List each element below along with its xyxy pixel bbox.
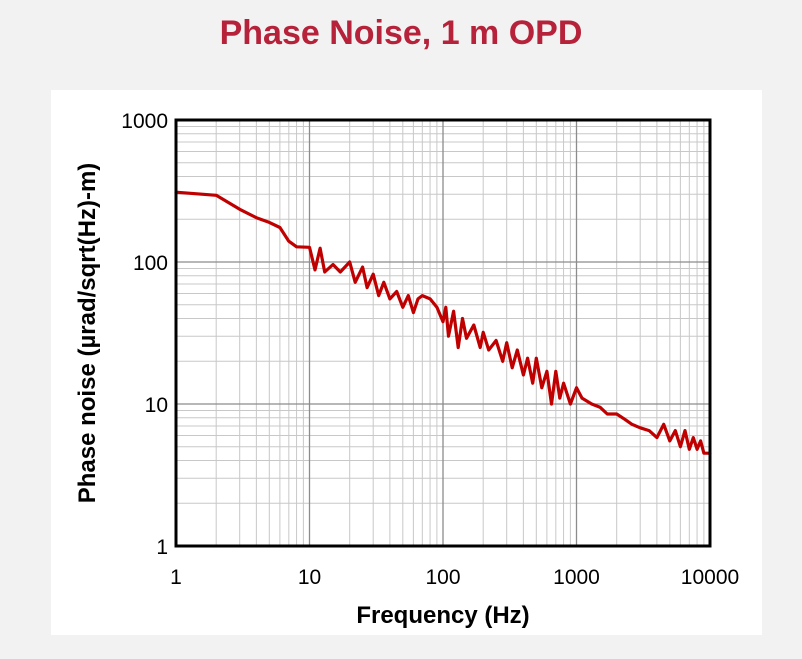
- series-line: [174, 190, 712, 455]
- x-tick-label: 10000: [681, 566, 739, 589]
- grid-lines: [175, 119, 711, 547]
- series-group: [174, 190, 712, 455]
- x-tick-label: 1: [170, 566, 182, 589]
- chart-title: Phase Noise, 1 m OPD: [219, 14, 583, 52]
- y-tick-label: 100: [133, 252, 168, 275]
- plot-frame: [174, 118, 712, 548]
- y-axis-label: Phase noise (µrad/sqrt(Hz)-m): [74, 163, 101, 504]
- phase-noise-chart: 1 10 100 1000 10000 1 10 100 1000 Frequency (Hz…: [74, 110, 739, 629]
- x-tick-label: 1000: [553, 566, 600, 589]
- y-tick-label: 1: [156, 536, 168, 559]
- y-tick-label: 1000: [121, 110, 168, 133]
- x-tick-label: 100: [425, 566, 460, 589]
- chart-card: 1 10 100 1000 10000 1 10 100 1000 Frequency (Hz…: [51, 90, 762, 635]
- x-axis-label: Frequency (Hz): [356, 602, 529, 629]
- x-tick-label: 10: [298, 566, 321, 589]
- y-tick-label: 10: [145, 394, 168, 417]
- x-tick-labels: 1 10 100 1000 10000: [170, 566, 739, 589]
- y-tick-labels: 1 10 100 1000: [121, 110, 168, 559]
